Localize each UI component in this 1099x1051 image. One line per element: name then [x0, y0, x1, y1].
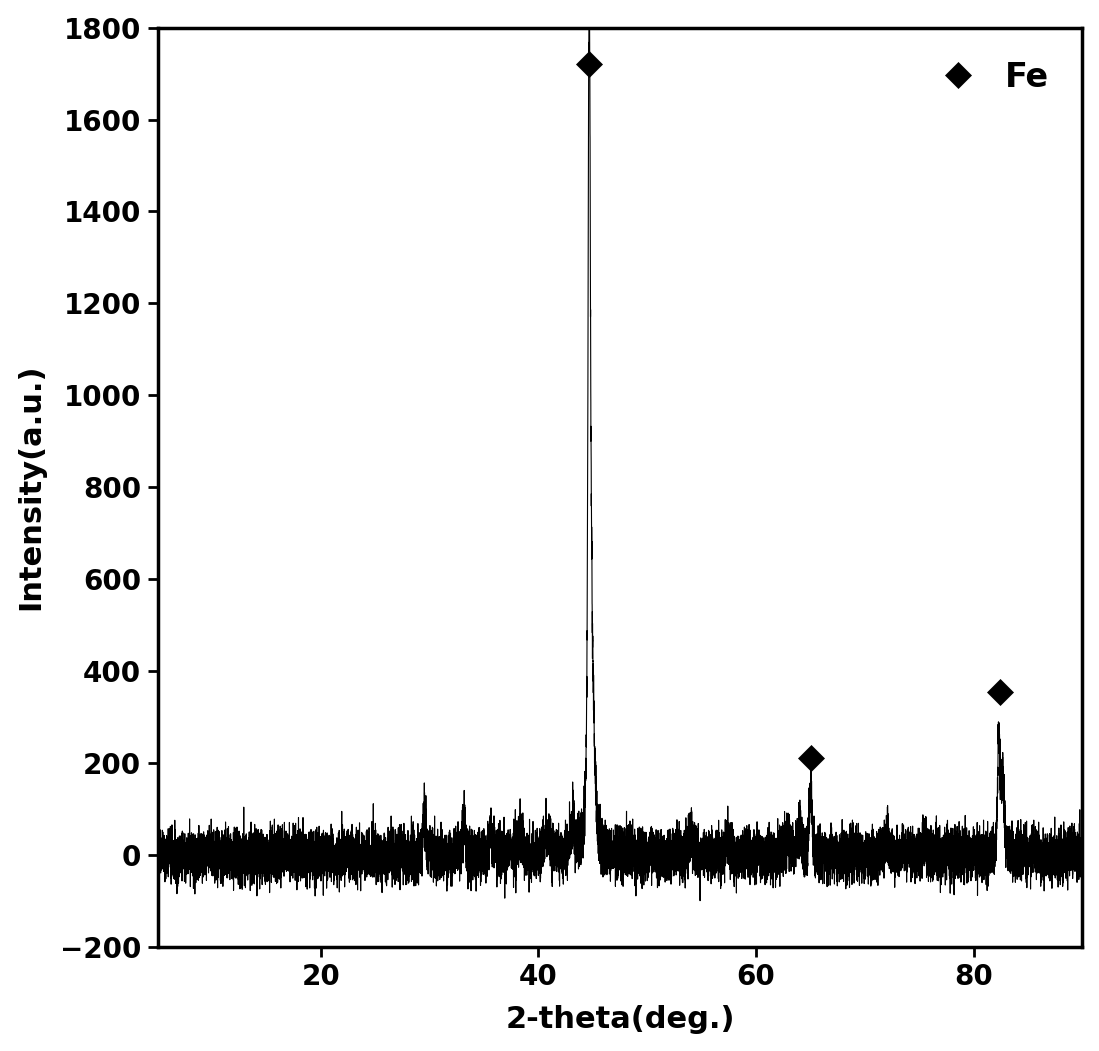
Y-axis label: Intensity(a.u.): Intensity(a.u.) [16, 364, 46, 611]
X-axis label: 2-theta(deg.): 2-theta(deg.) [506, 1006, 735, 1034]
Legend: Fe: Fe [908, 44, 1066, 110]
